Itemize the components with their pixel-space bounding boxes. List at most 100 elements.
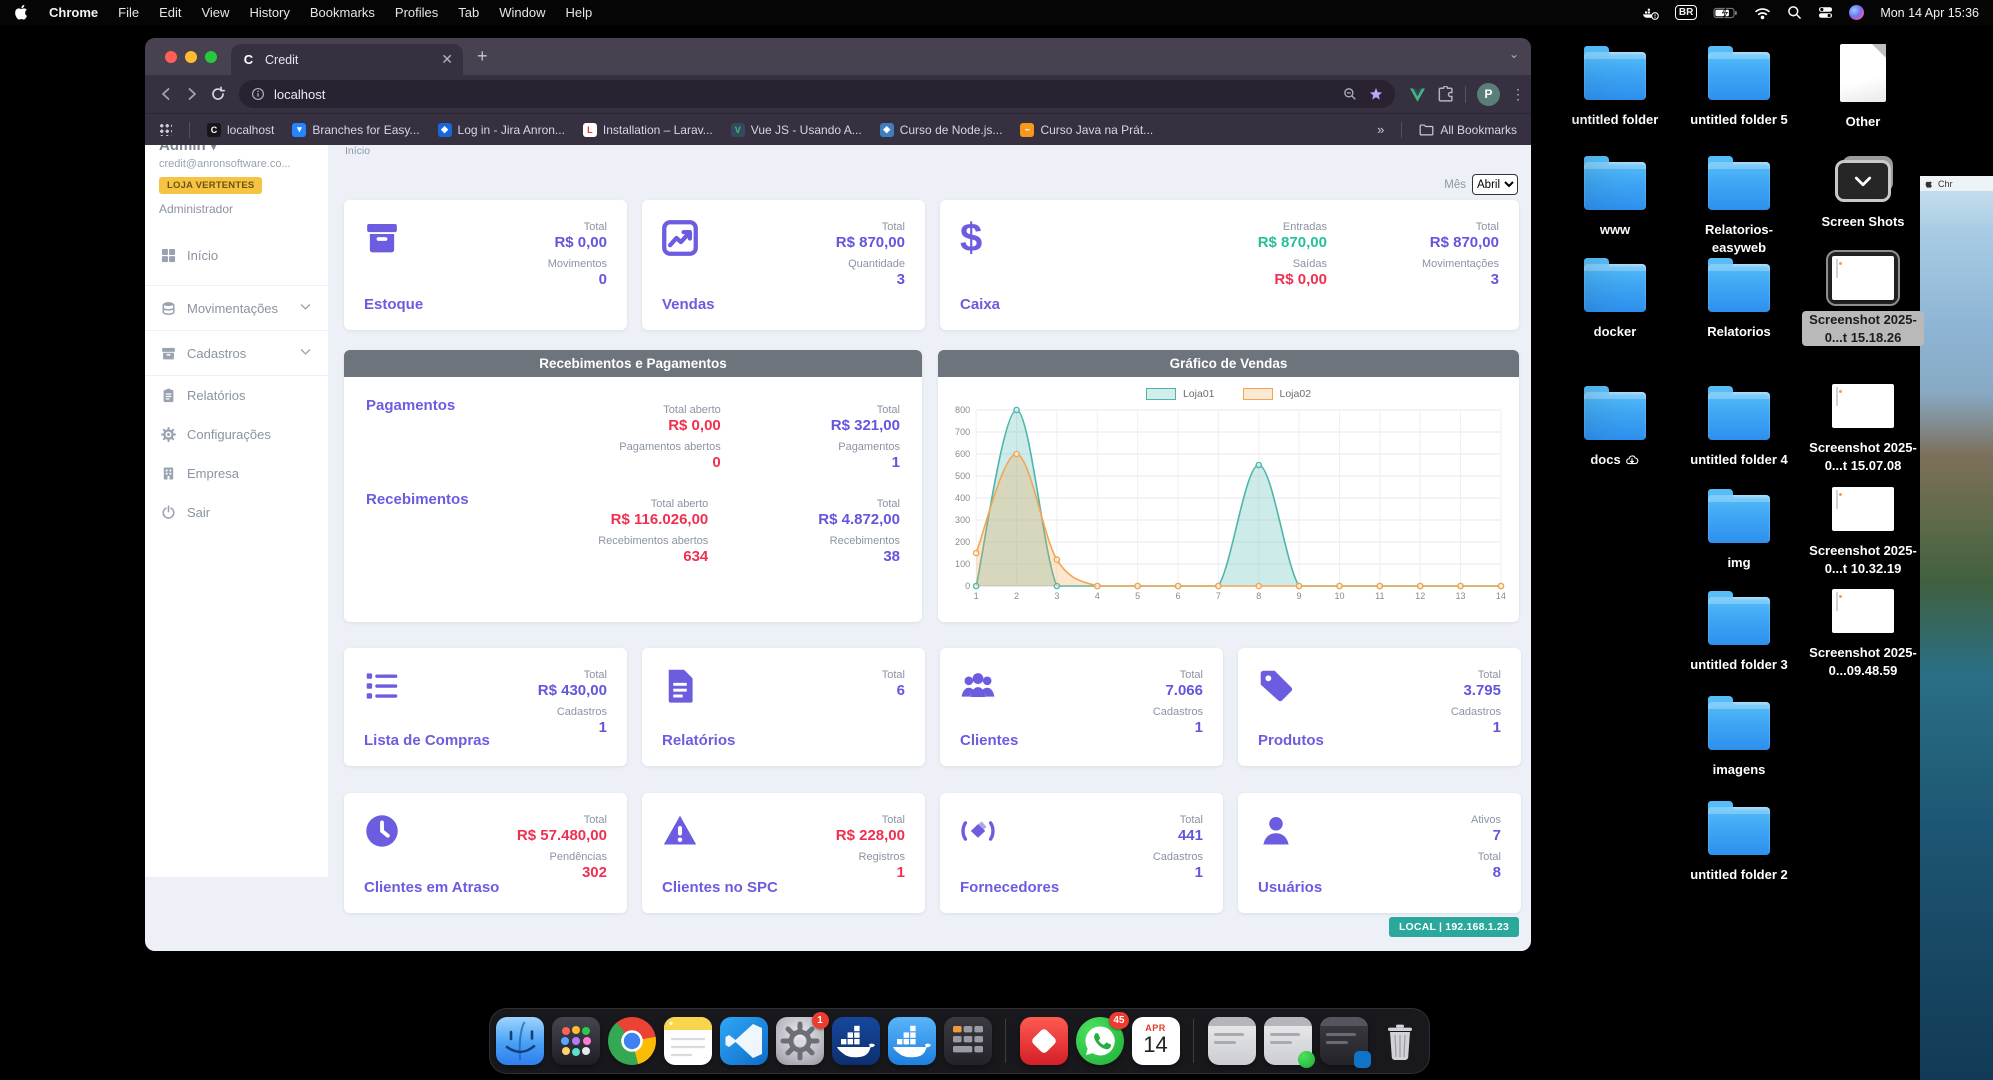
extensions-icon[interactable] bbox=[1437, 85, 1454, 103]
dock-chrome-icon[interactable] bbox=[607, 1017, 656, 1065]
sidebar-item-cadastros[interactable]: Cadastros bbox=[145, 331, 328, 376]
dock-launchpad-icon[interactable] bbox=[551, 1017, 600, 1065]
card-clientes-em-atraso[interactable]: Clientes em Atraso Total R$ 57.480,00 Pendê… bbox=[344, 793, 627, 913]
card-estoque[interactable]: Estoque Total R$ 0,00 Movimentos 0 bbox=[344, 200, 627, 330]
bookmark-vue-js-usando-a[interactable]: V Vue JS - Usando A... bbox=[730, 122, 862, 137]
new-tab-button[interactable]: + bbox=[477, 46, 488, 66]
desktop-icon-untitled-folder-2[interactable]: untitled folder 2 bbox=[1677, 795, 1801, 884]
dock-window-preview-icon[interactable] bbox=[1207, 1017, 1256, 1065]
desktop-icon-screenshot-2025-0-09-48-59[interactable]: Screenshot 2025-0...09.48.59 bbox=[1801, 585, 1925, 679]
card-title[interactable]: Clientes em Atraso bbox=[364, 878, 500, 896]
bookmark-branches-for-easy[interactable]: ▾ Branches for Easy... bbox=[292, 122, 420, 137]
tab-close-icon[interactable]: ✕ bbox=[441, 51, 453, 67]
menu-edit[interactable]: Edit bbox=[159, 5, 182, 20]
legend-loja01[interactable]: Loja01 bbox=[1145, 388, 1215, 400]
menu-file[interactable]: File bbox=[118, 5, 140, 20]
month-select[interactable]: Abril bbox=[1472, 174, 1518, 195]
tab-search-chevron-icon[interactable]: ⌄ bbox=[1508, 47, 1519, 61]
menu-help[interactable]: Help bbox=[565, 5, 593, 20]
menubar-clock[interactable]: Mon 14 Apr 15:36 bbox=[1880, 5, 1979, 20]
profile-avatar[interactable]: P bbox=[1477, 82, 1500, 106]
forward-button[interactable] bbox=[179, 81, 205, 107]
dock-docker-icon[interactable] bbox=[831, 1017, 880, 1065]
dock-trash-icon[interactable] bbox=[1376, 1017, 1424, 1065]
dock-finder-icon[interactable] bbox=[495, 1017, 544, 1065]
dock-redapp-icon[interactable] bbox=[1019, 1017, 1068, 1065]
bookmark-installation-larav[interactable]: L Installation – Larav... bbox=[582, 122, 713, 137]
spotlight-search-icon[interactable] bbox=[1787, 5, 1802, 20]
card-title[interactable]: Caixa bbox=[960, 295, 1001, 313]
desktop-icon-imagens[interactable]: imagens bbox=[1677, 690, 1801, 779]
card-title[interactable]: Estoque bbox=[364, 295, 424, 313]
dock-window-preview-icon[interactable] bbox=[1319, 1017, 1371, 1068]
siri-icon[interactable] bbox=[1849, 5, 1865, 20]
battery-icon[interactable] bbox=[1713, 5, 1738, 21]
sidebar-item-sair[interactable]: Sair bbox=[145, 493, 328, 532]
menu-history[interactable]: History bbox=[249, 5, 290, 20]
desktop-icon-screenshot-2025-0-t-10-32-19[interactable]: Screenshot 2025-0...t 10.32.19 bbox=[1801, 483, 1925, 577]
desktop-icon-screenshot-2025-0-t-15-18-26[interactable]: Screenshot 2025-0...t 15.18.26 bbox=[1801, 250, 1925, 347]
bookmark-curso-java-na-prat[interactable]: ~ Curso Java na Prát... bbox=[1020, 122, 1153, 137]
card-title[interactable]: Relatórios bbox=[662, 731, 736, 749]
url-text[interactable]: localhost bbox=[274, 86, 326, 102]
desktop-icon-screenshot-2025-0-t-15-07-08[interactable]: Screenshot 2025-0...t 15.07.08 bbox=[1801, 380, 1925, 474]
desktop-icon-screen-shots[interactable]: Screen Shots bbox=[1801, 150, 1925, 231]
desktop-icon-other[interactable]: Other bbox=[1801, 40, 1925, 131]
desktop-icon-untitled-folder-4[interactable]: untitled folder 4 bbox=[1677, 380, 1801, 469]
dock-calendar-icon[interactable]: APR 14 bbox=[1131, 1017, 1180, 1065]
row-title[interactable]: Recebimentos bbox=[366, 491, 469, 508]
desktop-icon-untitled-folder[interactable]: untitled folder bbox=[1553, 40, 1677, 129]
zoom-window-button[interactable] bbox=[205, 51, 217, 63]
menubar-app-name[interactable]: Chrome bbox=[49, 5, 99, 20]
card-title[interactable]: Usuários bbox=[1258, 878, 1323, 896]
minimize-window-button[interactable] bbox=[185, 51, 197, 63]
docker-status-icon[interactable] bbox=[1642, 5, 1659, 21]
legend-loja02[interactable]: Loja02 bbox=[1242, 388, 1311, 400]
row-title[interactable]: Pagamentos bbox=[366, 397, 456, 414]
desktop-icon-relatorios-easyweb[interactable]: Relatorios-easyweb bbox=[1677, 150, 1801, 256]
card-vendas[interactable]: Vendas Total R$ 870,00 Quantidade 3 bbox=[642, 200, 925, 330]
user-name[interactable]: Admin ▾ bbox=[159, 145, 218, 154]
card-title[interactable]: Clientes no SPC bbox=[662, 878, 778, 896]
desktop-icon-img[interactable]: img bbox=[1677, 483, 1801, 572]
card-title[interactable]: Vendas bbox=[662, 295, 715, 313]
dock-settings-icon[interactable]: 1 bbox=[775, 1012, 829, 1065]
bookmarks-overflow-icon[interactable]: » bbox=[1377, 122, 1385, 137]
apple-menu-icon[interactable] bbox=[14, 4, 29, 21]
sidebar-item-relatorios[interactable]: Relatórios bbox=[145, 376, 328, 415]
browser-tab[interactable]: C Credit ✕ bbox=[231, 44, 463, 75]
desktop-icon-www[interactable]: www bbox=[1553, 150, 1677, 239]
dock-vscode-icon[interactable] bbox=[719, 1017, 768, 1065]
sidebar-item-movimentacoes[interactable]: Movimentações bbox=[145, 285, 328, 331]
sidebar-item-inicio[interactable]: Início bbox=[145, 236, 328, 275]
card-title[interactable]: Lista de Compras bbox=[364, 731, 490, 749]
card-title[interactable]: Fornecedores bbox=[960, 878, 1060, 896]
dock-calculator-icon[interactable] bbox=[943, 1017, 992, 1065]
bookmark-curso-de-node-js[interactable]: ◆ Curso de Node.js... bbox=[879, 122, 1002, 137]
address-bar[interactable]: localhost bbox=[239, 80, 1395, 108]
card-title[interactable]: Clientes bbox=[960, 731, 1019, 749]
vue-devtools-icon[interactable] bbox=[1409, 86, 1426, 103]
apps-grid-icon[interactable] bbox=[159, 123, 172, 136]
card-relatorios[interactable]: Relatórios Total 6 bbox=[642, 648, 925, 766]
control-center-icon[interactable] bbox=[1818, 5, 1833, 20]
sidebar-item-configuracoes[interactable]: Configurações bbox=[145, 415, 328, 454]
card-title[interactable]: Produtos bbox=[1258, 731, 1324, 749]
card-fornecedores[interactable]: Fornecedores Total 441 Cadastros 1 bbox=[940, 793, 1223, 913]
menu-profiles[interactable]: Profiles bbox=[394, 5, 439, 20]
desktop-icon-docker[interactable]: docker bbox=[1553, 252, 1677, 341]
all-bookmarks-button[interactable]: All Bookmarks bbox=[1419, 123, 1517, 137]
menu-view[interactable]: View bbox=[201, 5, 230, 20]
close-window-button[interactable] bbox=[165, 51, 177, 63]
desktop-icon-relatorios[interactable]: Relatorios bbox=[1677, 252, 1801, 341]
menu-tab[interactable]: Tab bbox=[458, 5, 480, 20]
dock-window-preview-icon[interactable] bbox=[1263, 1017, 1315, 1068]
menu-window[interactable]: Window bbox=[499, 5, 546, 20]
desktop-icon-docs[interactable]: docs bbox=[1553, 380, 1677, 469]
desktop-icon-untitled-folder-5[interactable]: untitled folder 5 bbox=[1677, 40, 1801, 129]
card-produtos[interactable]: Produtos Total 3.795 Cadastros 1 bbox=[1238, 648, 1521, 766]
card-lista-de-compras[interactable]: Lista de Compras Total R$ 430,00 Cadastros 1 bbox=[344, 648, 627, 766]
wifi-icon[interactable] bbox=[1754, 6, 1771, 20]
card-usuarios[interactable]: Usuários Ativos 7 Total 8 bbox=[1238, 793, 1521, 913]
